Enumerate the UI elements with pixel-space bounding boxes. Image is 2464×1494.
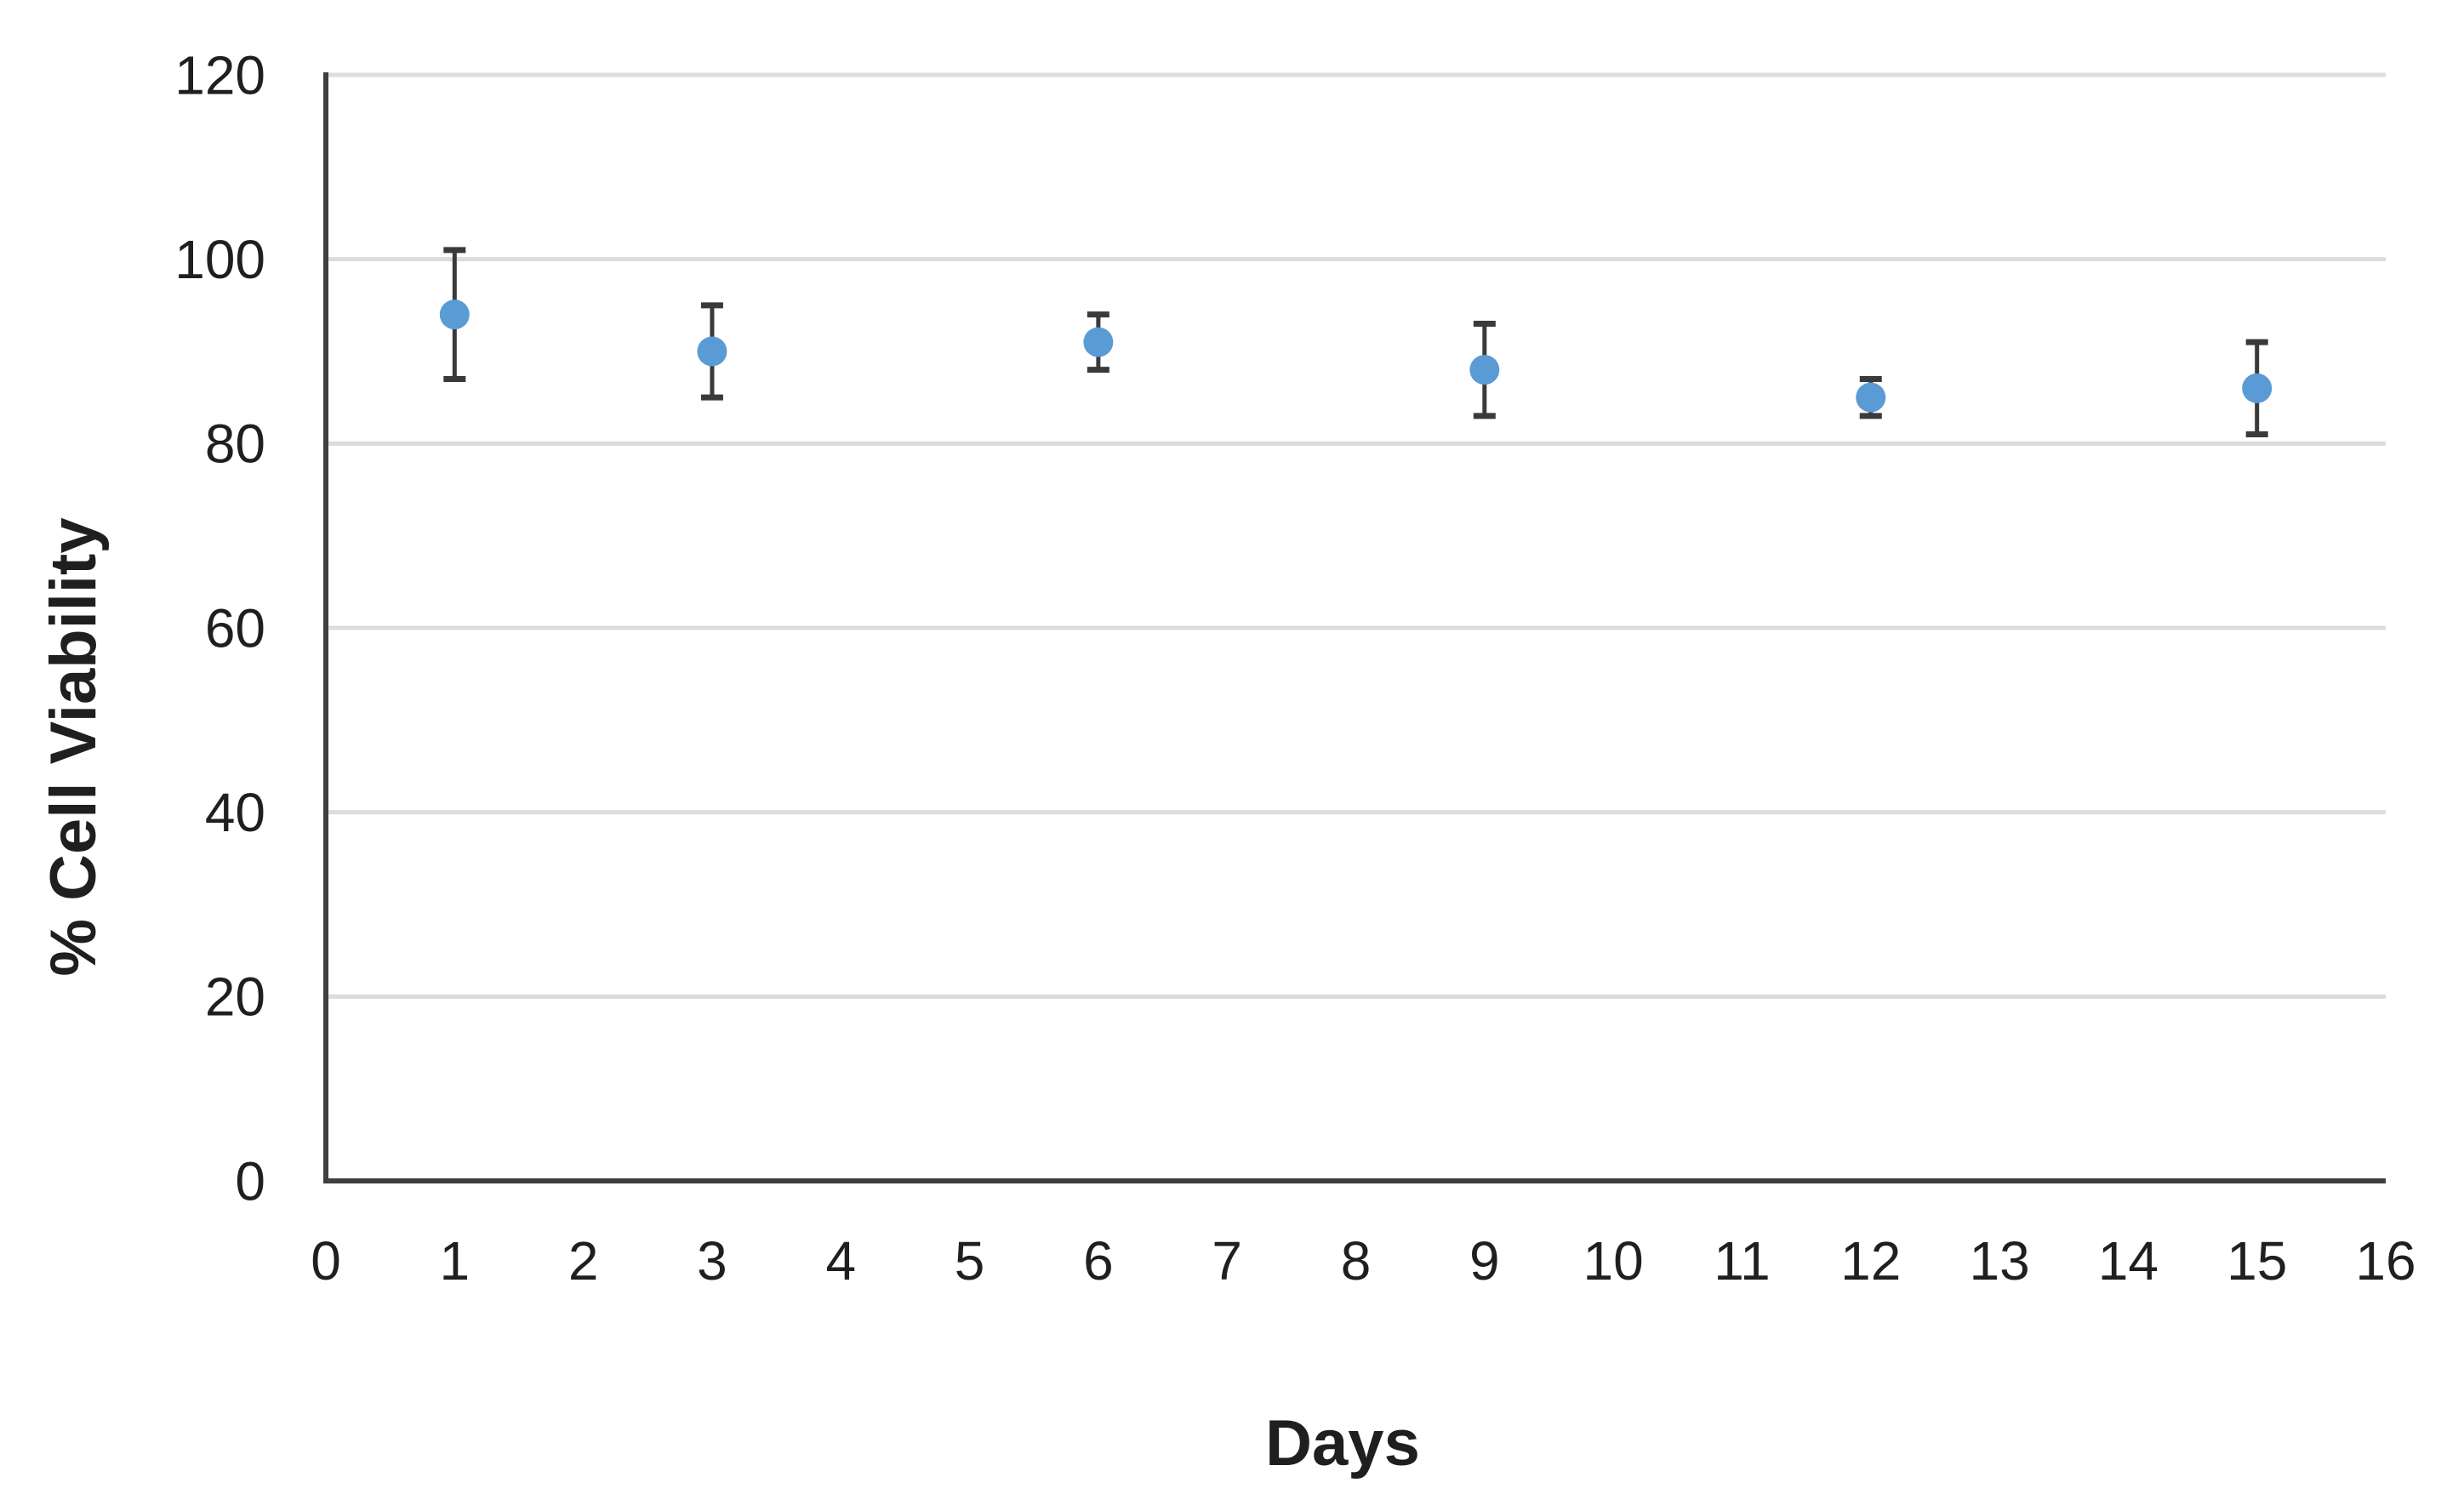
x-tick-label: 7 [1212,1230,1242,1292]
x-axis-title: Days [1265,1407,1420,1480]
data-point-marker [1856,382,1886,413]
x-tick-label: 4 [825,1230,856,1292]
data-point-marker [697,336,727,367]
y-tick-label: 40 [205,782,265,843]
data-point-marker [439,299,470,330]
x-tick-label: 15 [2227,1230,2287,1292]
data-point-marker [2242,373,2273,403]
y-tick-label: 120 [174,44,265,105]
x-tick-label: 5 [955,1230,985,1292]
data-points [439,299,2273,413]
y-tick-label: 80 [205,413,265,475]
data-point-marker [1469,355,1500,385]
x-tick-label: 13 [1969,1230,2029,1292]
y-gridlines [326,72,2386,999]
y-axis-tick-labels: 0 20 40 60 80 100 120 [174,44,265,1212]
y-tick-label: 60 [205,597,265,659]
x-tick-label: 16 [2355,1230,2416,1292]
x-tick-label: 3 [697,1230,727,1292]
y-tick-label: 0 [235,1150,265,1212]
x-tick-label: 10 [1583,1230,1644,1292]
x-tick-label: 11 [1714,1230,1770,1292]
x-tick-label: 6 [1083,1230,1114,1292]
x-tick-label: 9 [1469,1230,1500,1292]
x-tick-label: 1 [440,1230,471,1292]
x-tick-label: 2 [568,1230,599,1292]
x-tick-label: 0 [311,1230,341,1292]
x-tick-label: 14 [2098,1230,2159,1292]
data-point-marker [1083,327,1114,357]
x-tick-label: 8 [1341,1230,1372,1292]
y-tick-label: 100 [174,229,265,290]
x-tick-label: 12 [1840,1230,1901,1292]
axis-lines [323,72,2386,1183]
y-tick-label: 20 [205,967,265,1028]
y-axis-title: % Cell Viability [37,517,110,976]
x-axis-tick-labels: 0 1 2 3 4 5 6 7 8 9 10 11 12 13 14 15 16 [311,1230,2416,1292]
